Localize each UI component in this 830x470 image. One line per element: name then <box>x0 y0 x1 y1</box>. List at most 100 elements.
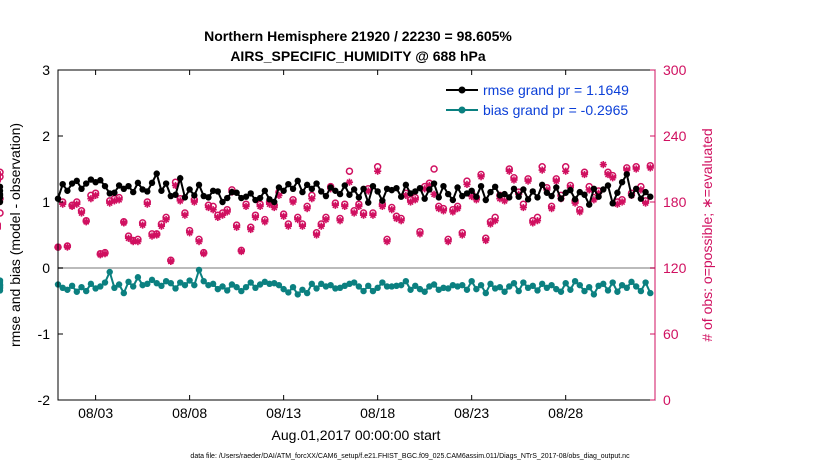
obs-evaluated-stroke <box>219 212 226 219</box>
obs-evaluated-stroke <box>92 192 99 199</box>
rmse-point <box>130 188 137 196</box>
bias-point <box>496 283 504 291</box>
obs-evaluated-stroke <box>116 196 123 203</box>
rmse-point <box>449 196 457 204</box>
obs-evaluated-stroke <box>134 238 141 245</box>
obs-evaluated-stroke <box>125 235 132 242</box>
rmse-point <box>78 185 85 192</box>
obs-evaluated-point <box>341 202 349 210</box>
obs-evaluated-point <box>369 211 377 219</box>
rmse-point <box>534 194 541 201</box>
rmse-point <box>271 198 278 206</box>
rmse-point <box>440 182 447 190</box>
bias-point <box>562 279 569 287</box>
bias-point <box>416 285 424 293</box>
obs-evaluated-point <box>256 202 264 210</box>
bias-point <box>510 279 518 287</box>
obs-evaluated-stroke <box>388 206 395 213</box>
rmse-point <box>412 188 419 195</box>
rmse-point <box>191 192 198 199</box>
obs-evaluated-stroke <box>346 179 353 186</box>
bias-point <box>571 278 579 285</box>
y2-tick-label: 300 <box>663 62 687 78</box>
bias-point <box>200 278 207 285</box>
bias-point <box>538 280 546 288</box>
bias-point <box>318 280 325 288</box>
obs-evaluated-stroke <box>252 214 259 221</box>
rmse-point <box>144 188 151 195</box>
bias-point <box>604 287 612 294</box>
rmse-point <box>548 192 555 200</box>
rmse-point <box>473 193 480 200</box>
obs-evaluated-point <box>218 211 227 219</box>
rmse-point <box>609 200 616 207</box>
obs-evaluated-point <box>439 207 448 215</box>
bias-point <box>412 282 419 290</box>
rmse-point <box>487 188 494 196</box>
bias-point <box>195 266 203 274</box>
obs-evaluated-stroke <box>351 209 358 217</box>
obs-evaluated-stroke <box>224 208 231 215</box>
rmse-point <box>313 180 320 187</box>
rmse-point <box>595 193 602 200</box>
obs-evaluated-stroke <box>477 173 485 180</box>
obs-evaluated-point <box>547 205 556 213</box>
obs-evaluated-point <box>134 238 142 246</box>
rmse-point <box>97 177 104 184</box>
rmse-point <box>242 193 250 200</box>
bias-point <box>111 284 118 291</box>
bias-point <box>393 282 400 290</box>
obs-evaluated-stroke <box>604 171 612 178</box>
obs-evaluated-stroke <box>336 217 344 224</box>
rmse-point <box>294 177 301 185</box>
obs-evaluated-point <box>618 198 626 206</box>
rmse-point <box>444 190 452 198</box>
bias-point <box>115 281 123 288</box>
bias-point <box>238 287 245 295</box>
rmse-point <box>491 183 499 191</box>
bias-point <box>87 280 95 288</box>
obs-evaluated-stroke <box>383 238 391 245</box>
bias-point <box>515 287 522 295</box>
rmse-point <box>59 180 66 188</box>
obs-evaluated-stroke <box>463 181 471 188</box>
obs-possible-point <box>0 172 4 181</box>
bias-point <box>600 280 607 288</box>
rmse-point <box>562 189 569 196</box>
obs-evaluated-point <box>195 238 203 246</box>
obs-possible-point <box>0 209 4 217</box>
rmse-point <box>120 185 128 192</box>
obs-evaluated-point <box>383 238 391 246</box>
obs-evaluated-point <box>233 223 241 231</box>
obs-evaluated-stroke <box>590 196 597 203</box>
obs-evaluated-stroke <box>172 182 179 189</box>
obs-possible-point <box>0 194 4 203</box>
bias-point <box>172 285 179 292</box>
bias-point <box>242 283 250 291</box>
bias-point <box>430 281 438 288</box>
rmse-point <box>393 184 400 192</box>
obs-evaluated-point <box>411 196 419 204</box>
bias-point <box>407 286 414 293</box>
obs-evaluated-point <box>176 197 184 205</box>
obs-evaluated-point <box>289 198 297 206</box>
obs-evaluated-stroke <box>435 205 442 212</box>
obs-evaluated-stroke <box>487 220 494 228</box>
rmse-point <box>365 199 372 206</box>
obs-evaluated-stroke <box>440 207 447 214</box>
rmse-point <box>520 186 527 193</box>
obs-evaluated-stroke <box>144 201 151 208</box>
rmse-point <box>219 198 226 206</box>
rmse-point <box>350 186 358 193</box>
bias-point <box>73 288 81 295</box>
rmse-point <box>224 194 231 202</box>
obs-evaluated-stroke <box>520 204 527 211</box>
obs-evaluated-stroke <box>120 219 127 226</box>
rmse-point <box>614 189 621 196</box>
rmse-point <box>543 189 551 196</box>
obs-evaluated-stroke <box>186 229 193 236</box>
rmse-point <box>115 182 123 189</box>
rmse-point <box>64 187 71 194</box>
bias-point <box>482 289 489 297</box>
x-tick-label: 08/03 <box>78 405 113 421</box>
